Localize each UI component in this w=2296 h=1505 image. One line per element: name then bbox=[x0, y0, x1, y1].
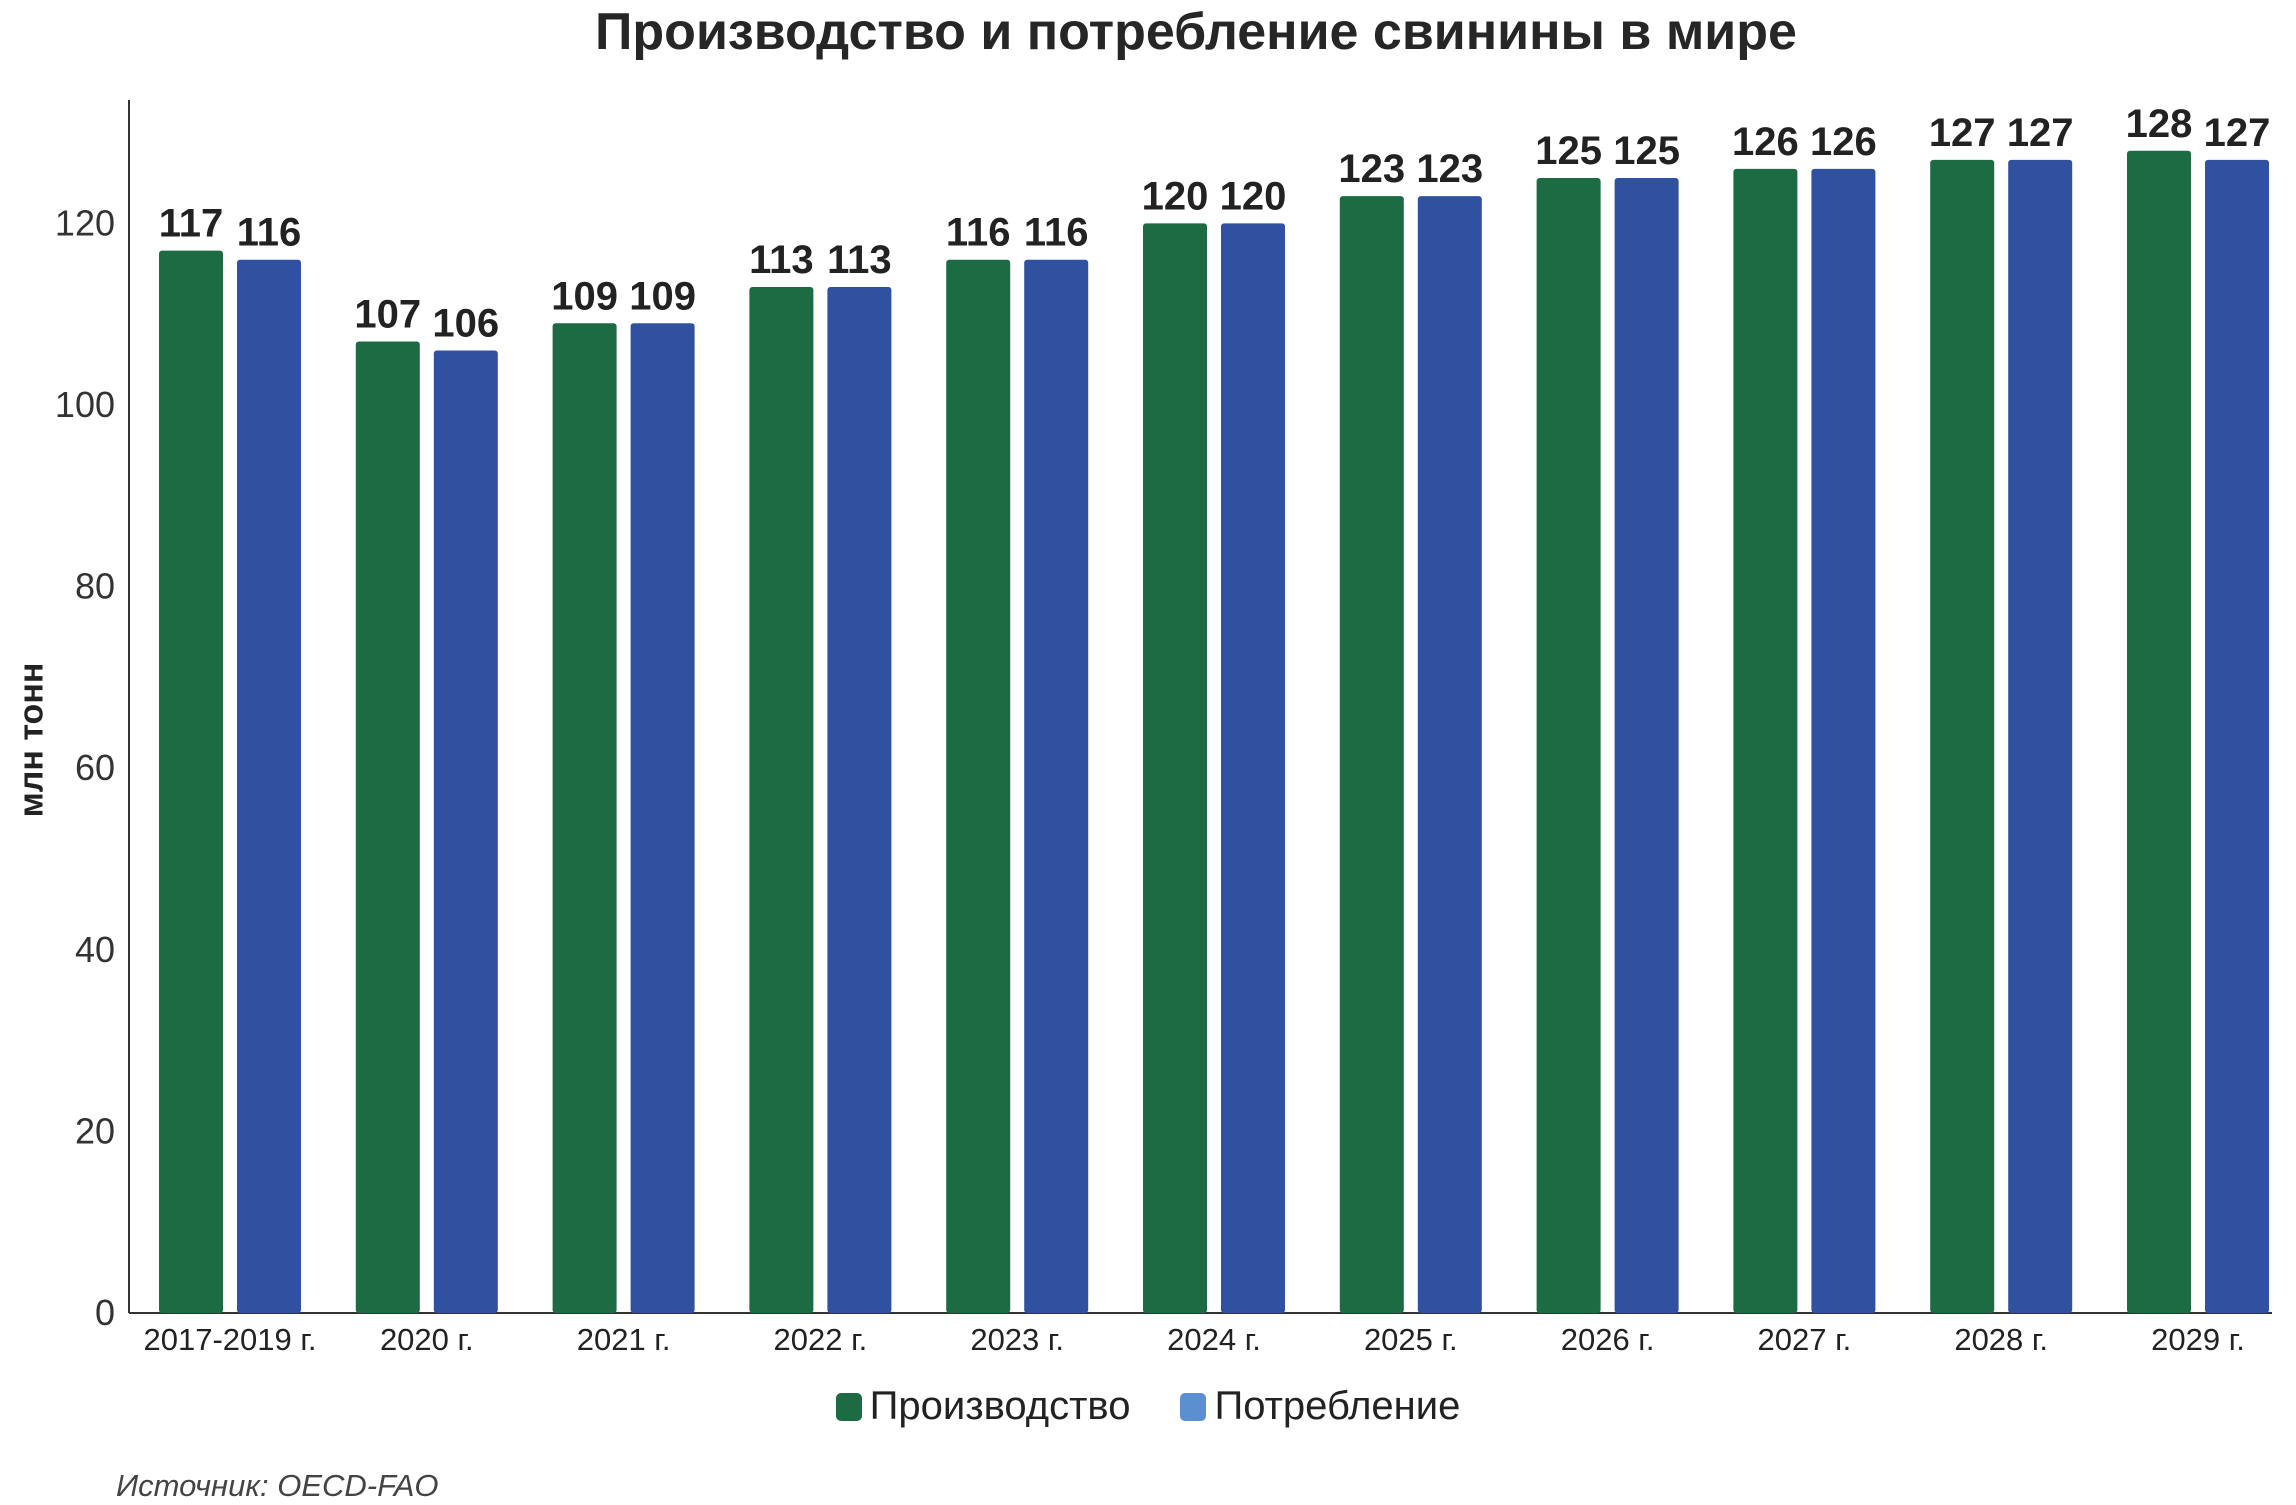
source-note: Источник: OECD-FAO bbox=[116, 1468, 439, 1503]
x-tick-label: 2017-2019 г. bbox=[144, 1322, 317, 1357]
y-tick-label: 20 bbox=[75, 1110, 115, 1151]
data-label: 125 bbox=[1535, 129, 1602, 173]
data-label: 126 bbox=[1732, 120, 1799, 164]
data-label: 116 bbox=[1024, 211, 1089, 255]
bar-production bbox=[1143, 223, 1207, 1313]
data-label: 120 bbox=[1142, 174, 1209, 218]
chart-title: Производство и потребление свинины в мир… bbox=[595, 3, 1797, 61]
bar-production bbox=[1930, 159, 1995, 1314]
x-tick-label: 2022 г. bbox=[774, 1322, 868, 1357]
legend-swatch-consumption bbox=[1180, 1392, 1207, 1421]
bar-consumption bbox=[630, 323, 695, 1313]
y-tick-label: 100 bbox=[55, 384, 115, 425]
data-label: 127 bbox=[1929, 111, 1996, 155]
data-label: 113 bbox=[827, 238, 892, 282]
bar-consumption bbox=[827, 286, 892, 1314]
x-tick-label: 2020 г. bbox=[380, 1322, 474, 1357]
y-tick-label: 80 bbox=[75, 566, 115, 607]
x-tick-label: 2021 г. bbox=[577, 1322, 671, 1357]
bar-consumption bbox=[237, 259, 301, 1314]
x-tick-label: 2029 г. bbox=[2151, 1322, 2245, 1357]
y-tick-label: 120 bbox=[55, 202, 115, 243]
bar-production bbox=[749, 286, 814, 1314]
data-label: 127 bbox=[2204, 111, 2271, 155]
bar-production bbox=[946, 259, 1011, 1314]
y-tick-label: 60 bbox=[75, 747, 115, 788]
data-label: 125 bbox=[1613, 129, 1680, 173]
data-label: 106 bbox=[432, 302, 499, 346]
bar-production bbox=[1733, 168, 1798, 1313]
data-label: 109 bbox=[629, 274, 696, 318]
bar-production bbox=[552, 323, 617, 1313]
bar-production bbox=[355, 341, 420, 1313]
data-label: 128 bbox=[2126, 102, 2193, 146]
legend-item-production: Производство bbox=[835, 1384, 1131, 1429]
data-label: 107 bbox=[354, 292, 421, 336]
x-tick-label: 2024 г. bbox=[1167, 1322, 1261, 1357]
bar-production bbox=[2127, 150, 2191, 1313]
legend-label-production: Производство bbox=[869, 1384, 1131, 1428]
legend-swatch-production bbox=[835, 1392, 862, 1421]
bar-consumption bbox=[2205, 159, 2269, 1314]
bar-consumption bbox=[2008, 159, 2073, 1314]
bar-consumption bbox=[1024, 259, 1089, 1314]
bar-consumption bbox=[1417, 196, 1482, 1313]
bar-consumption bbox=[1614, 178, 1679, 1313]
x-tick-label: 2026 г. bbox=[1561, 1322, 1655, 1357]
x-tick-label: 2028 г. bbox=[1954, 1322, 2048, 1357]
data-label: 120 bbox=[1220, 174, 1287, 218]
data-label: 116 bbox=[237, 211, 302, 255]
bar-production bbox=[159, 250, 223, 1313]
data-label: 109 bbox=[551, 274, 618, 318]
data-label: 123 bbox=[1416, 147, 1483, 191]
bar-consumption bbox=[433, 350, 498, 1313]
bar-production bbox=[1536, 178, 1601, 1313]
bar-consumption bbox=[1811, 168, 1876, 1313]
bar-consumption bbox=[1221, 223, 1285, 1313]
data-label: 123 bbox=[1338, 147, 1405, 191]
bar-production bbox=[1339, 196, 1404, 1313]
legend: Производство Потребление bbox=[0, 1384, 2296, 1429]
legend-item-consumption: Потребление bbox=[1180, 1384, 1460, 1429]
x-tick-label: 2027 г. bbox=[1758, 1322, 1852, 1357]
legend-label-consumption: Потребление bbox=[1214, 1384, 1461, 1428]
y-tick-label: 40 bbox=[75, 929, 115, 970]
data-label: 127 bbox=[2007, 111, 2074, 155]
y-tick-label: 0 bbox=[95, 1292, 115, 1333]
data-label: 126 bbox=[1810, 120, 1877, 164]
data-label: 113 bbox=[749, 238, 814, 282]
x-tick-label: 2025 г. bbox=[1364, 1322, 1458, 1357]
x-tick-label: 2023 г. bbox=[970, 1322, 1064, 1357]
data-label: 117 bbox=[159, 202, 224, 246]
data-label: 116 bbox=[946, 211, 1011, 255]
